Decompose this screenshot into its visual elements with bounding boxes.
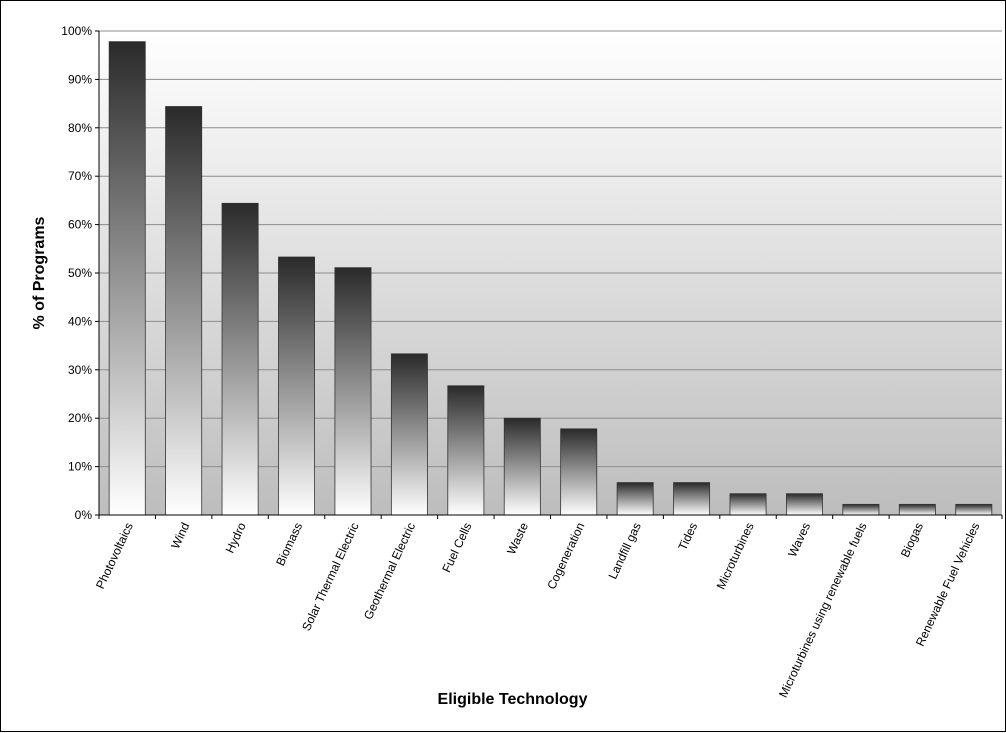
- y-tick-label: 20%: [68, 411, 92, 425]
- bar-waves: [786, 493, 823, 516]
- y-tick-label: 70%: [68, 169, 92, 183]
- bar-wind: [165, 106, 203, 516]
- y-tick-label: 0%: [75, 508, 93, 522]
- y-tick-label: 50%: [68, 266, 92, 280]
- bar-tides: [673, 482, 711, 516]
- y-tick-label: 100%: [61, 24, 92, 38]
- x-tick-label: Microturbines: [714, 520, 757, 591]
- y-tick-label: 80%: [68, 121, 92, 135]
- x-tick-label: Landfill gas: [606, 520, 644, 581]
- x-axis-title: Eligible Technology: [438, 691, 588, 708]
- x-tick-label: Tides: [675, 520, 700, 552]
- x-tick-label: Waste: [504, 520, 531, 557]
- x-tick-label: Biomass: [273, 520, 305, 568]
- bar-cogeneration: [560, 428, 598, 516]
- bar-solar-thermal-electric: [334, 267, 372, 516]
- x-tick-label: Biogas: [898, 520, 926, 559]
- y-tick-label: 10%: [68, 460, 92, 474]
- x-tick-label: Hydro: [223, 520, 249, 555]
- x-tick-label: Fuel Cells: [439, 520, 474, 574]
- y-tick-label: 60%: [68, 218, 92, 232]
- axes: [98, 31, 1003, 519]
- x-tick-label: Cogeneration: [544, 520, 587, 591]
- y-tick-labels: 0% 10% 20% 30% 40% 50% 60% 70% 80% 90% 100%: [61, 24, 92, 522]
- x-tick-label: Wind: [168, 520, 192, 551]
- y-tick-label: 90%: [68, 72, 92, 86]
- bar-hydro: [221, 202, 259, 516]
- x-tick-label: Photovoltaics: [93, 520, 136, 591]
- bar-microturbines: [729, 493, 767, 516]
- bar-geothermal-electric: [390, 353, 428, 516]
- x-tick-label: Geothermal Electric: [361, 520, 418, 621]
- x-tick-label: Renewable Fuel Vehicles: [913, 520, 983, 648]
- bar-microturbines-using-renewable-fuels: [842, 503, 880, 516]
- bar-biogas: [898, 503, 936, 516]
- y-tick-label: 30%: [68, 363, 92, 377]
- x-tick-label: Solar Thermal Electric: [299, 520, 361, 633]
- bar-waste: [503, 417, 541, 516]
- y-tick-label: 40%: [68, 314, 92, 328]
- bars: [108, 41, 993, 516]
- bar-landfill-gas: [616, 482, 654, 516]
- y-axis-title: % of Programs: [31, 216, 48, 329]
- bar-renewable-fuel-vehicles: [955, 503, 993, 516]
- bar-fuel-cells: [447, 385, 485, 516]
- x-tick-label: Waves: [785, 520, 813, 559]
- bar-photovoltaics: [108, 41, 146, 516]
- bar-biomass: [278, 256, 315, 516]
